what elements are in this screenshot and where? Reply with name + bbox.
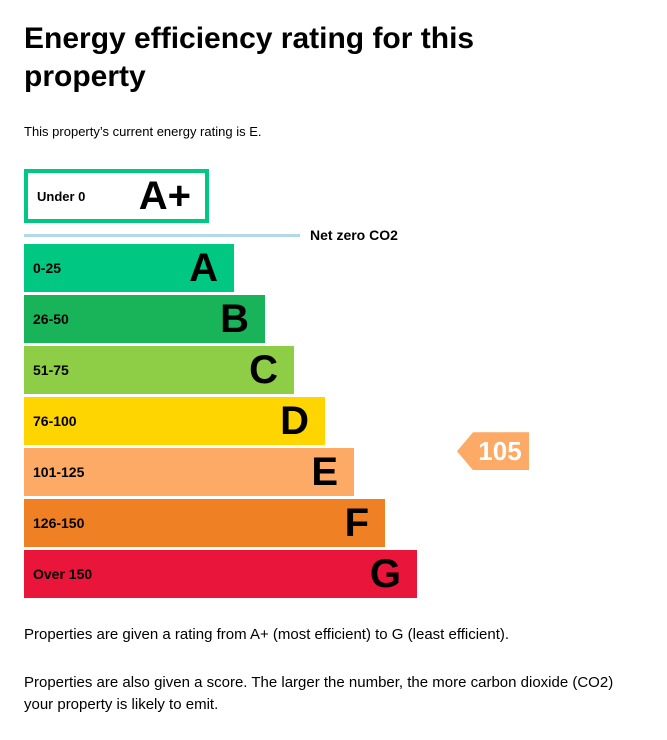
band-letter: A+ <box>138 174 191 219</box>
band-row-g: Over 150 G <box>24 550 417 599</box>
band-letter: D <box>280 399 309 444</box>
band-row-b: 26-50 B <box>24 295 265 344</box>
band-letter: B <box>220 297 249 342</box>
net-zero-line <box>24 233 300 237</box>
band-row-a: 0-25 A <box>24 244 234 293</box>
band-range: Over 150 <box>33 566 93 583</box>
net-zero-row: Net zero CO2 <box>24 227 643 244</box>
bands: 0-25 A 26-50 B 51-75 C 76-100 D 101-125 E 126-150 F… <box>24 244 643 599</box>
band-letter: E <box>311 450 338 495</box>
a-plus-band: Under 0 A+ <box>24 169 209 224</box>
band-range: 0-25 <box>33 260 62 277</box>
net-zero-label: Net zero CO2 <box>310 227 398 244</box>
band-range: 76-100 <box>33 413 77 430</box>
epc-page: Energy efficiency rating for this proper… <box>24 22 643 713</box>
band-row-c: 51-75 C <box>24 346 294 395</box>
band-range: 101-125 <box>33 464 85 481</box>
band-range: 126-150 <box>33 515 85 532</box>
rating-explanation: Properties are given a rating from A+ (m… <box>24 626 510 644</box>
epc-chart: Under 0 A+ Net zero CO2 0-25 A 26-50 B 51-75… <box>24 169 643 599</box>
score-marker: 105 <box>457 432 529 471</box>
band-row-e: 101-125 E <box>24 448 354 497</box>
band-range: 26-50 <box>33 311 69 328</box>
band-letter: G <box>369 552 401 597</box>
score-explanation: Properties are also given a score. The l… <box>24 673 614 713</box>
band-letter: C <box>249 348 278 393</box>
score-value: 105 <box>478 435 522 466</box>
current-rating-text: This property’s current energy rating is… <box>24 124 262 140</box>
band-row-d: 76-100 D <box>24 397 325 446</box>
page-title: Energy efficiency rating for this proper… <box>24 22 475 94</box>
band-letter: A <box>189 246 218 291</box>
band-row-f: 126-150 F <box>24 499 385 548</box>
band-range: Under 0 <box>37 188 86 204</box>
band-letter: F <box>344 501 369 546</box>
band-range: 51-75 <box>33 362 69 379</box>
